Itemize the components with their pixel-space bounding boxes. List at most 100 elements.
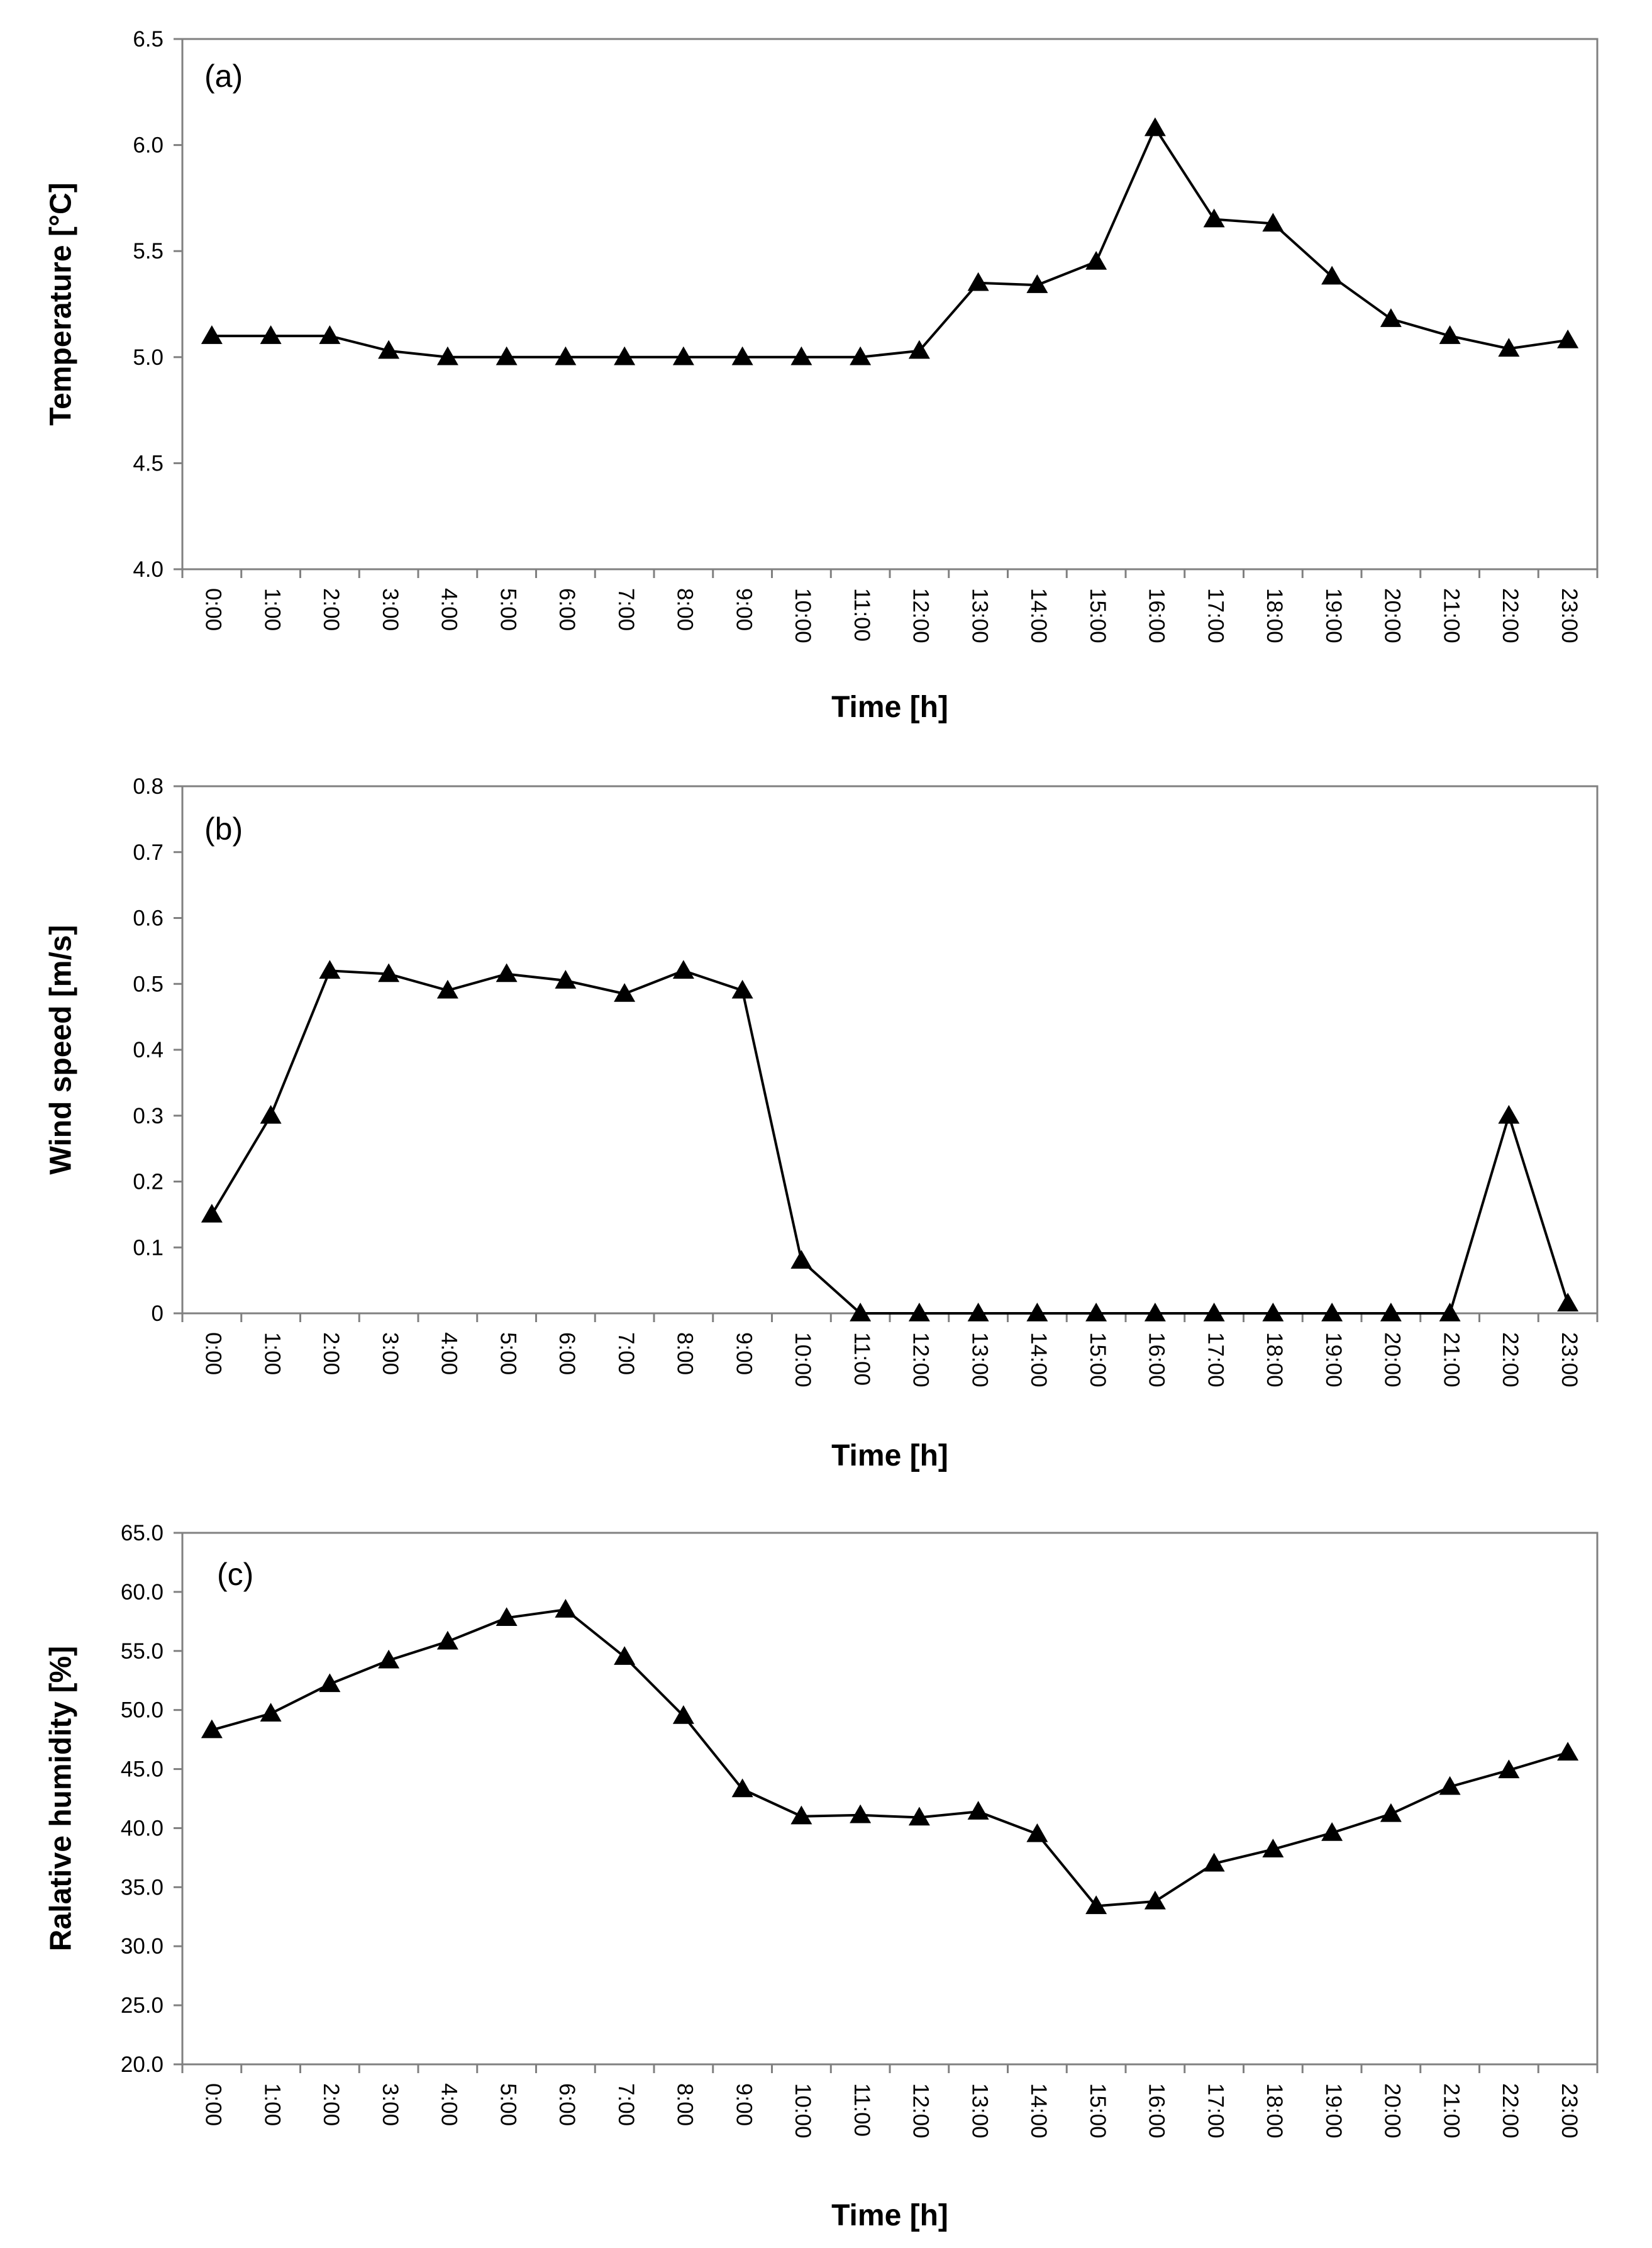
x-tick-label: 5:00 <box>496 2083 520 2126</box>
x-tick-label: 16:00 <box>1145 2083 1169 2139</box>
x-tick-label: 7:00 <box>614 2083 638 2126</box>
y-axis-title: Wind speed [m/s] <box>45 925 78 1175</box>
data-point-marker <box>967 1303 989 1322</box>
x-tick-label: 19:00 <box>1321 2083 1346 2139</box>
y-tick-label: 0.2 <box>133 1170 164 1194</box>
x-tick-label: 15:00 <box>1085 588 1110 643</box>
data-point-marker <box>319 960 341 979</box>
data-point-marker <box>1203 1852 1225 1872</box>
data-point-marker <box>1380 1303 1402 1322</box>
x-tick-label: 13:00 <box>967 588 992 643</box>
data-point-marker <box>1321 1303 1343 1322</box>
data-point-marker <box>1144 1890 1166 1910</box>
data-point-marker <box>1439 1303 1461 1322</box>
y-tick-label: 0.7 <box>133 840 164 865</box>
x-tick-label: 9:00 <box>731 1332 756 1375</box>
x-tick-label: 17:00 <box>1203 2083 1228 2139</box>
data-point-marker <box>1321 1822 1343 1841</box>
x-tick-label: 1:00 <box>260 588 284 631</box>
x-tick-label: 2:00 <box>319 588 343 631</box>
data-point-marker <box>555 1599 577 1618</box>
x-tick-label: 14:00 <box>1026 2083 1051 2139</box>
y-tick-label: 0.6 <box>133 906 164 931</box>
temperature-chart-panel: 4.0 4.5 5.0 5.5 6.0 6.5 0:00 1:00 2:00 3:00 4:00 5:… <box>45 27 1599 724</box>
data-point-marker <box>436 979 458 999</box>
data-point-marker <box>790 1805 812 1825</box>
wind-speed-chart-panel: 0 0.1 0.2 0.3 0.4 0.5 0.6 0.7 0.8 0:00 1:00 2:00 3:0… <box>45 774 1599 1472</box>
data-point-marker <box>614 346 636 365</box>
data-point-marker <box>672 960 694 979</box>
data-point-marker <box>731 979 753 999</box>
data-point-marker <box>790 346 812 365</box>
x-tick-label: 15:00 <box>1085 2083 1110 2139</box>
x-tick-label: 2:00 <box>319 2083 343 2126</box>
x-tick-label: 7:00 <box>614 1332 638 1375</box>
x-tick-label: 18:00 <box>1262 588 1287 643</box>
y-tick-label: 50.0 <box>121 1698 164 1723</box>
data-point-marker <box>908 340 930 359</box>
x-tick-label: 11:00 <box>850 588 874 642</box>
x-tick-label: 3:00 <box>378 2083 402 2126</box>
x-tick-label: 17:00 <box>1203 1332 1228 1388</box>
data-point-marker <box>1262 1303 1284 1322</box>
x-tick-label: 13:00 <box>967 2083 992 2139</box>
x-tick-label: 9:00 <box>731 588 756 631</box>
data-point-marker <box>1380 1803 1402 1822</box>
x-tick-label: 10:00 <box>790 2083 815 2139</box>
x-tick-label: 0:00 <box>201 1332 226 1375</box>
data-point-marker <box>378 1649 400 1669</box>
data-point-marker <box>1498 338 1520 357</box>
y-tick-label: 0.5 <box>133 972 164 996</box>
data-point-marker <box>850 346 872 365</box>
data-point-marker <box>1085 1303 1107 1322</box>
data-point-marker <box>1026 1823 1048 1842</box>
data-point-marker <box>1498 1759 1520 1779</box>
panel-label: (b) <box>204 811 243 847</box>
x-tick-label: 23:00 <box>1557 1332 1582 1388</box>
x-tick-label: 0:00 <box>201 588 226 631</box>
y-axis-title: Ralative humidity [%] <box>45 1646 78 1951</box>
data-point-marker <box>1321 265 1343 285</box>
y-tick-label: 20.0 <box>121 2052 164 2077</box>
x-tick-label: 1:00 <box>260 1332 284 1375</box>
data-point-marker <box>1498 1105 1520 1124</box>
x-tick-label: 6:00 <box>555 2083 579 2126</box>
x-tick-label: 3:00 <box>378 1332 402 1375</box>
x-tick-label: 16:00 <box>1145 1332 1169 1388</box>
x-tick-label: 6:00 <box>555 588 579 631</box>
relative-humidity-chart-panel: 20.0 25.0 30.0 35.0 40.0 45.0 50.0 55.0 60.0 65.0… <box>45 1521 1599 2232</box>
x-tick-label: 21:00 <box>1439 588 1463 643</box>
data-point-marker <box>1203 1303 1225 1322</box>
data-point-marker <box>672 1705 694 1724</box>
x-tick-label: 14:00 <box>1026 1332 1051 1388</box>
data-point-marker <box>496 346 518 365</box>
data-point-marker <box>1203 208 1225 228</box>
data-point-marker <box>967 272 989 291</box>
y-tick-label: 4.0 <box>133 557 164 582</box>
data-point-marker <box>1557 329 1579 348</box>
y-tick-label: 0.4 <box>133 1038 164 1062</box>
data-point-marker <box>1439 1776 1461 1795</box>
x-tick-label: 19:00 <box>1321 588 1346 643</box>
data-point-marker <box>1144 1303 1166 1322</box>
data-point-marker <box>496 1607 518 1626</box>
data-point-marker <box>1085 251 1107 270</box>
data-point-marker <box>201 1719 223 1739</box>
panel-label: (a) <box>204 58 243 94</box>
x-tick-label: 20:00 <box>1380 588 1405 643</box>
data-point-marker <box>555 970 577 989</box>
y-axis-title: Temperature [°C] <box>45 182 78 425</box>
x-axis-title: Time [h] <box>831 691 948 724</box>
data-point-marker <box>319 1673 341 1693</box>
data-point-marker <box>672 346 694 365</box>
x-tick-label: 22:00 <box>1498 2083 1522 2139</box>
y-tick-label: 0 <box>152 1301 164 1326</box>
y-tick-label: 4.5 <box>133 451 164 476</box>
data-point-marker <box>1557 1293 1579 1312</box>
x-tick-label: 3:00 <box>378 588 402 631</box>
y-tick-label: 60.0 <box>121 1580 164 1605</box>
x-tick-label: 12:00 <box>909 1332 933 1388</box>
y-tick-label: 25.0 <box>121 1993 164 2018</box>
y-tick-label: 5.5 <box>133 239 164 264</box>
y-tick-label: 35.0 <box>121 1875 164 1900</box>
